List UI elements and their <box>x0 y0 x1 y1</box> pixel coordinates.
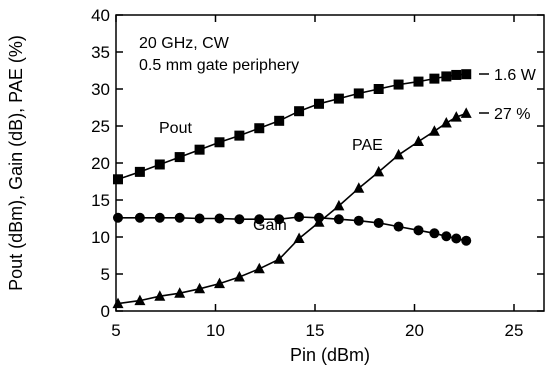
pout-point-12 <box>353 88 364 99</box>
condition-annotation-line2: 0.5 mm gate periphery <box>139 57 299 74</box>
pout-point-17 <box>441 71 452 82</box>
y-tick-label-15: 15 <box>91 191 110 210</box>
pae-point-3 <box>174 287 186 298</box>
gain-point-9 <box>294 212 305 223</box>
pout-point-16 <box>429 73 440 84</box>
y-tick-label-20: 20 <box>91 154 110 173</box>
gain-point-2 <box>154 212 165 223</box>
x-tick-label-15: 15 <box>306 321 325 340</box>
pout-point-15 <box>413 76 424 87</box>
x-axis-title: Pin (dBm) <box>290 345 370 365</box>
pout-point-1 <box>134 166 145 177</box>
pae-point-18 <box>450 111 462 122</box>
gain-point-17 <box>441 231 452 242</box>
gain-point-15 <box>413 225 424 236</box>
y-tick-label-10: 10 <box>91 228 110 247</box>
gain-point-6 <box>234 214 245 225</box>
pae-point-12 <box>353 182 365 193</box>
gain-point-4 <box>194 213 205 224</box>
series-layer <box>112 69 472 309</box>
gain-series-label: Gain <box>253 217 287 234</box>
pout-point-3 <box>174 152 185 163</box>
y-tick-label-0: 0 <box>101 302 110 321</box>
pae-point-4 <box>194 282 206 294</box>
gain-point-1 <box>134 212 145 223</box>
pout-point-7 <box>254 123 265 134</box>
pout-point-4 <box>194 144 205 155</box>
gain-point-18 <box>451 233 462 244</box>
pae-point-5 <box>214 277 225 289</box>
pae-point-2 <box>154 290 166 301</box>
pae-series-line <box>117 112 467 305</box>
y-tick-label-5: 5 <box>101 265 110 284</box>
x-tick-label-25: 25 <box>505 321 524 340</box>
x-tick-label-20: 20 <box>405 321 424 340</box>
pae-point-6 <box>233 271 245 282</box>
pout-point-5 <box>214 137 225 148</box>
gain-point-8 <box>274 214 285 225</box>
gain-point-3 <box>174 212 185 223</box>
pout-point-0 <box>112 174 123 185</box>
pae-point-16 <box>428 125 440 136</box>
pout-point-11 <box>333 93 344 104</box>
gain-point-12 <box>353 215 364 226</box>
pae-point-9 <box>293 232 305 243</box>
gain-point-7 <box>254 214 265 225</box>
pout-point-18 <box>451 69 462 80</box>
gain-point-19 <box>461 235 472 246</box>
pout-point-13 <box>373 84 384 94</box>
y-tick-label-30: 30 <box>91 80 110 99</box>
pae-point-1 <box>134 294 146 306</box>
pout-point-2 <box>154 159 165 170</box>
pae-series-label: PAE <box>352 137 383 154</box>
pout-point-10 <box>313 98 324 109</box>
pout-point-9 <box>294 106 305 117</box>
x-tick-label-5: 5 <box>111 321 120 340</box>
pae-point-15 <box>413 135 424 146</box>
y-tick-label-40: 40 <box>91 6 110 25</box>
gain-point-16 <box>429 228 440 239</box>
pout-end-label: 1.6 W <box>494 67 537 84</box>
gain-point-0 <box>112 212 123 223</box>
x-axis-ticks: 5 10 15 20 25 <box>111 15 523 340</box>
pout-point-8 <box>274 115 285 126</box>
gain-point-14 <box>393 221 404 232</box>
pae-point-13 <box>373 165 385 177</box>
pae-point-11 <box>333 199 345 211</box>
pae-point-0 <box>112 297 124 309</box>
y-axis-title: Pout (dBm), Gain (dB), PAE (%) <box>6 35 26 291</box>
pout-point-14 <box>393 79 404 90</box>
pae-end-label: 27 % <box>494 106 530 123</box>
gain-point-5 <box>214 213 225 224</box>
pout-point-19 <box>461 69 472 80</box>
gain-point-11 <box>333 214 344 225</box>
pout-series-label: Pout <box>159 120 192 137</box>
pae-point-19 <box>460 107 472 118</box>
pae-point-10 <box>313 216 325 227</box>
pae-point-7 <box>253 262 265 274</box>
pae-point-8 <box>273 253 285 264</box>
y-tick-label-25: 25 <box>91 117 110 136</box>
x-tick-label-10: 10 <box>206 321 225 340</box>
pout-point-6 <box>234 130 245 141</box>
y-axis-ticks: 0 5 10 15 20 25 30 35 40 <box>91 6 544 321</box>
pae-point-17 <box>440 117 452 128</box>
pae-point-14 <box>393 148 405 160</box>
y-tick-label-35: 35 <box>91 43 110 62</box>
gain-point-13 <box>373 217 384 228</box>
condition-annotation-line1: 20 GHz, CW <box>139 35 230 52</box>
